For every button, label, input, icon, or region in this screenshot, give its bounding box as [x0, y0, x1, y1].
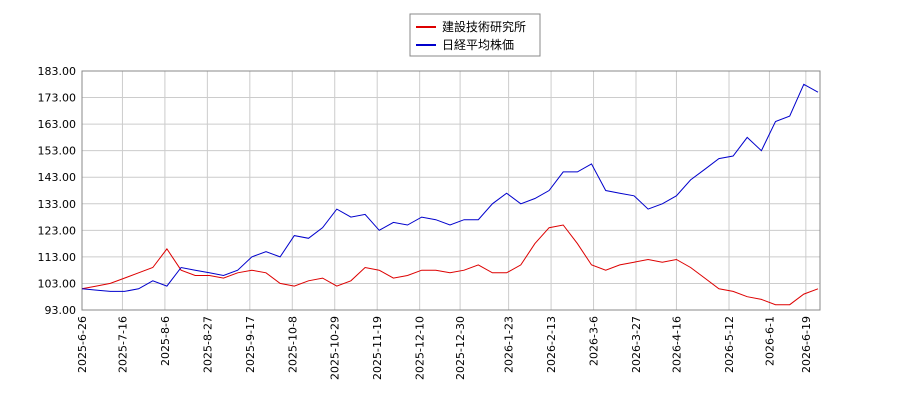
- y-tick-label: 113.00: [38, 251, 77, 264]
- x-tick-label: 2025-8-27: [201, 316, 214, 373]
- x-tick-label: 2025-10-8: [286, 316, 299, 373]
- series-line: [81, 83, 819, 292]
- x-tick-label: 2025-11-19: [371, 316, 384, 380]
- x-tick-label: 2026-2-13: [545, 316, 558, 373]
- y-tick-label: 103.00: [38, 277, 77, 290]
- x-tick-label: 2026-6-19: [800, 316, 813, 373]
- x-tick-label: 2025-8-6: [159, 316, 172, 366]
- x-tick-label: 2026-3-27: [630, 316, 643, 373]
- series-line: [81, 224, 819, 306]
- plot-frame: [81, 70, 821, 311]
- x-tick-label: 2025-6-26: [76, 316, 89, 373]
- x-tick-label: 2026-4-16: [670, 316, 683, 373]
- x-tick-label: 2026-5-12: [723, 316, 736, 373]
- y-tick-label: 163.00: [38, 118, 77, 131]
- y-tick-label: 93.00: [45, 304, 77, 317]
- y-tick-label: 133.00: [38, 198, 77, 211]
- y-tick-label: 183.00: [38, 65, 77, 78]
- x-tick-label: 2026-1-23: [503, 316, 516, 373]
- legend-label: 日経平均株価: [442, 37, 514, 52]
- x-tick-label: 2025-12-10: [414, 316, 427, 380]
- x-tick-label: 2026-6-1: [763, 316, 776, 366]
- legend-box: [409, 13, 541, 57]
- x-tick-label: 2025-10-29: [329, 316, 342, 380]
- y-tick-label: 153.00: [38, 145, 77, 158]
- x-tick-label: 2025-7-16: [116, 316, 129, 373]
- x-tick-label: 2025-12-30: [454, 316, 467, 380]
- y-tick-label: 123.00: [38, 224, 77, 237]
- x-tick-label: 2026-3-6: [588, 316, 601, 366]
- legend-label: 建設技術研究所: [442, 19, 526, 34]
- y-tick-label: 143.00: [38, 171, 77, 184]
- x-tick-label: 2025-9-17: [244, 316, 257, 373]
- y-tick-label: 173.00: [38, 92, 77, 105]
